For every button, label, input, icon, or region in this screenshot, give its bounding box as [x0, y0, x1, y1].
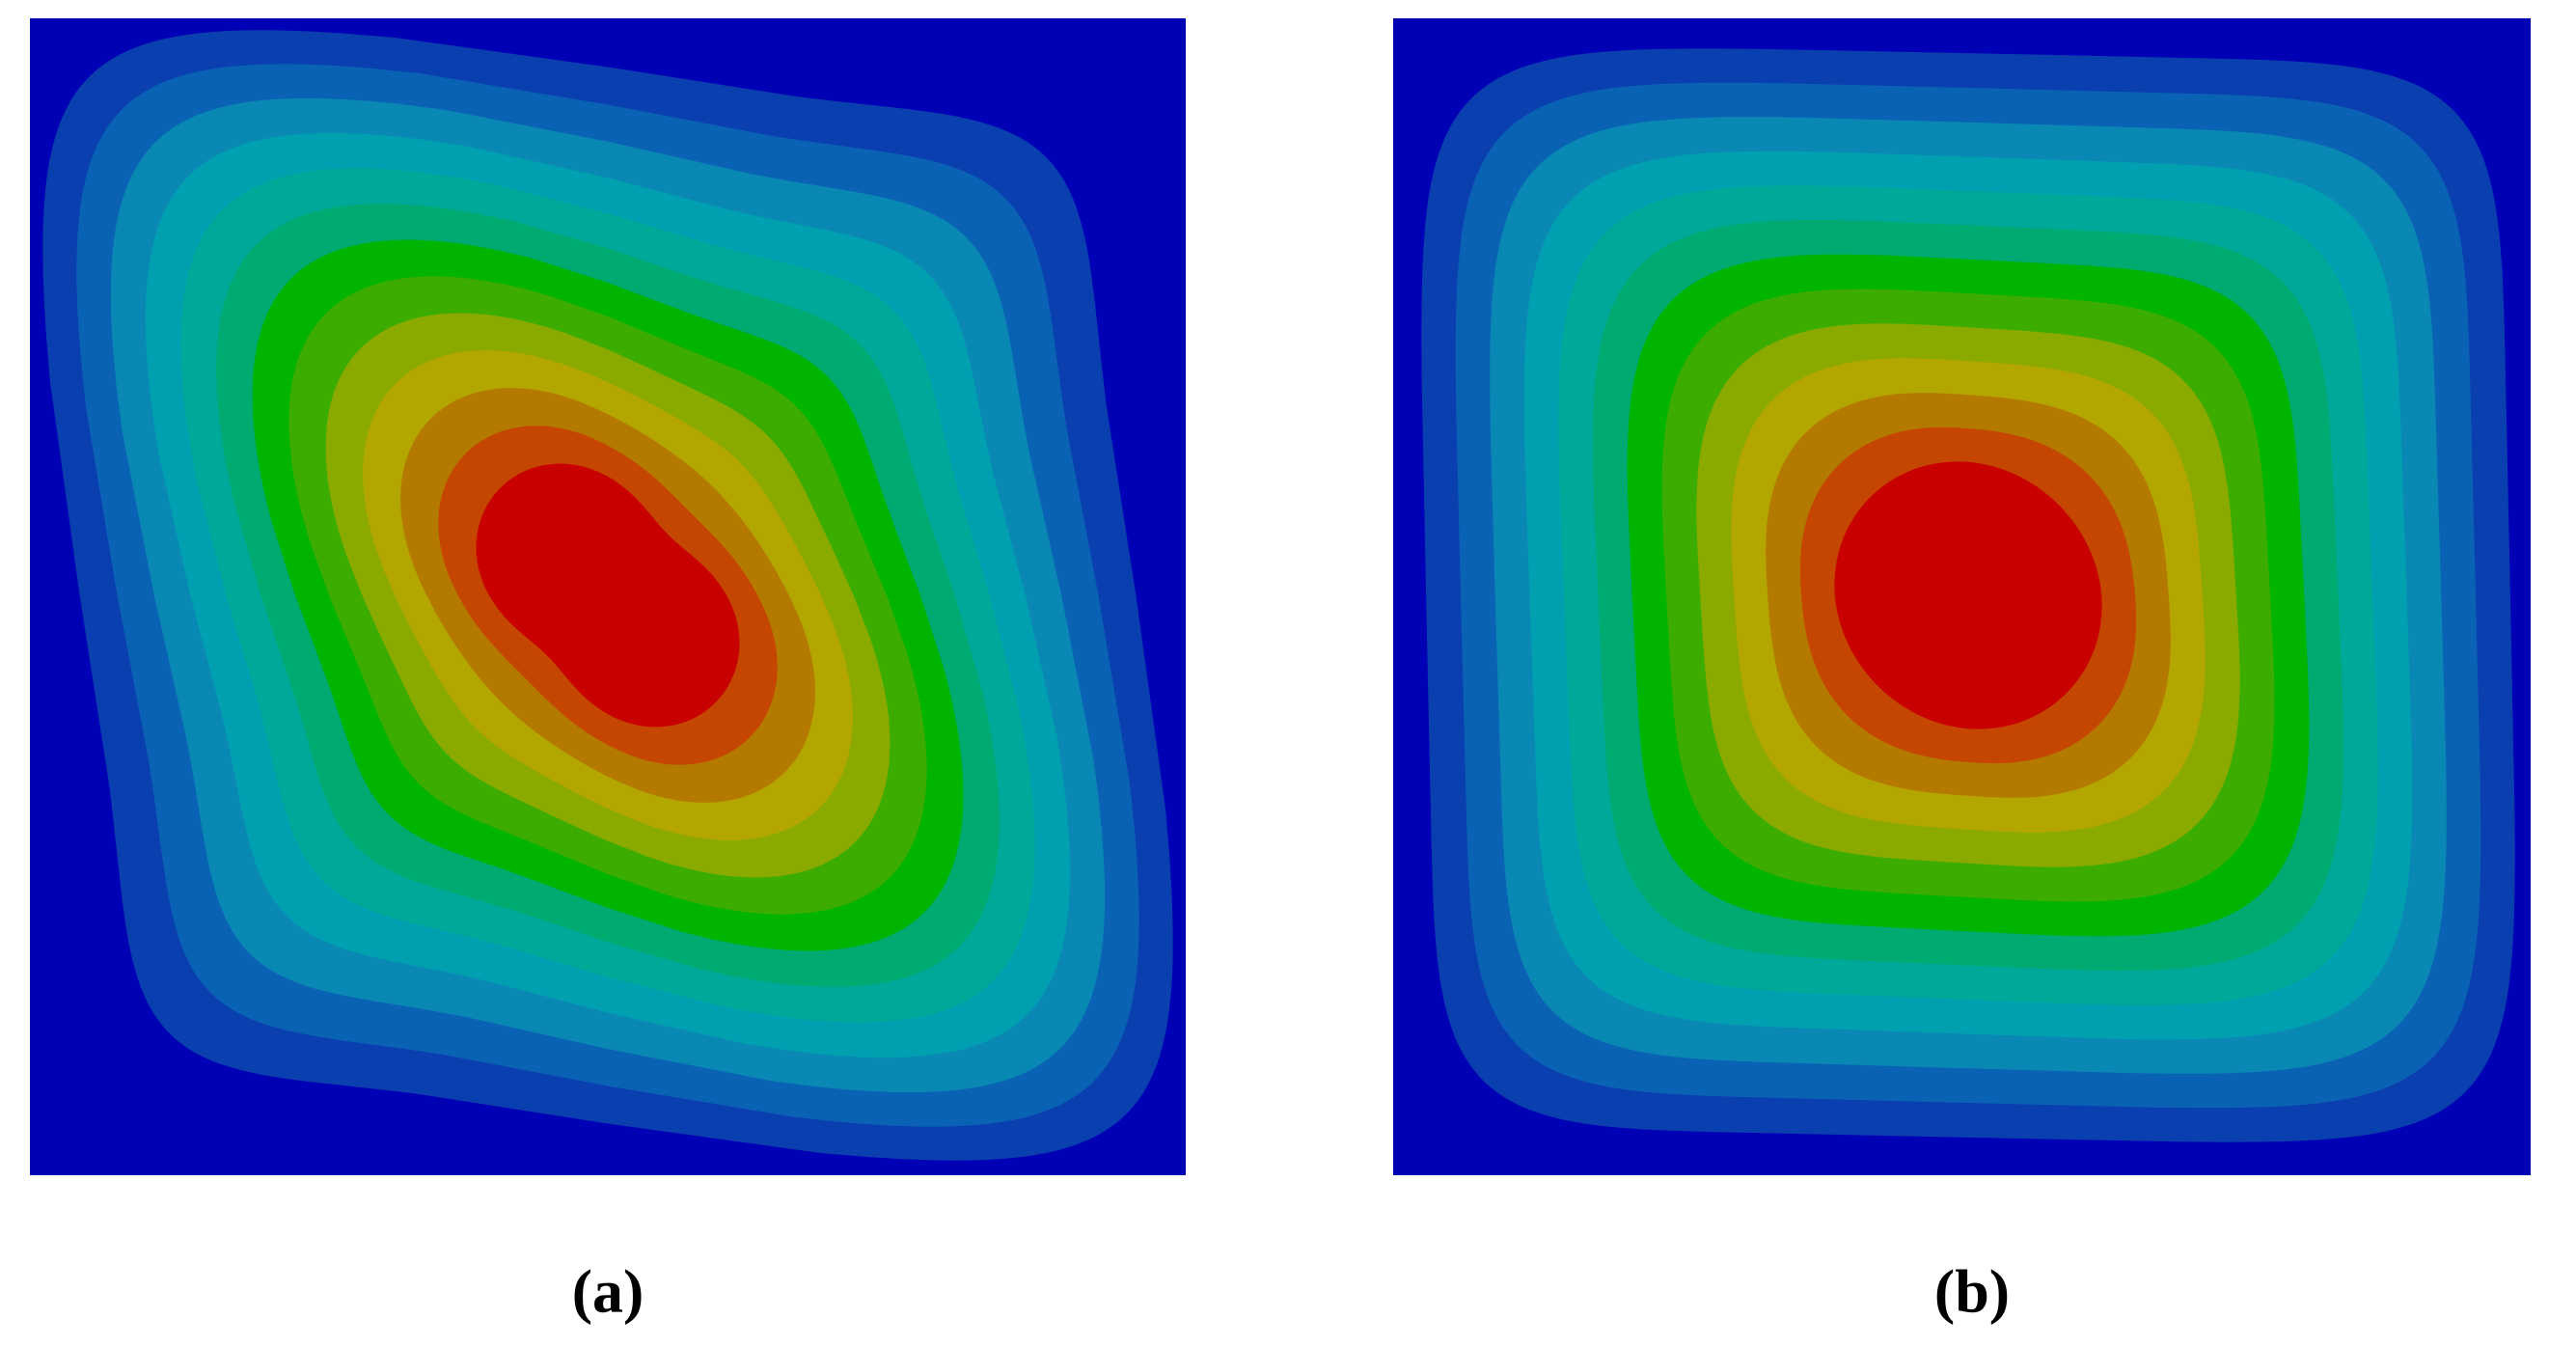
panel-label: (b) — [1934, 1257, 2010, 1326]
contour-panel — [30, 18, 1186, 1175]
contour-band — [476, 463, 740, 728]
contour-panel — [1393, 18, 2531, 1175]
panel-label: (a) — [572, 1257, 644, 1326]
contour-band — [1834, 461, 2102, 729]
